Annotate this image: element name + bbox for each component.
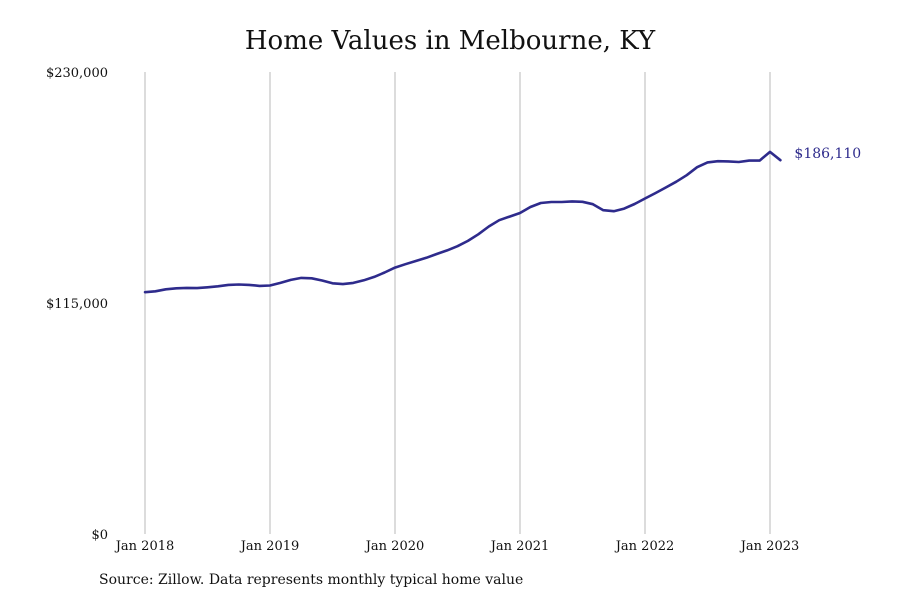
y-tick-label: $115,000 [46, 297, 108, 312]
source-note: Source: Zillow. Data represents monthly … [99, 572, 524, 588]
x-tick-label: Jan 2023 [739, 539, 800, 554]
chart-title: Home Values in Melbourne, KY [244, 26, 656, 56]
series-layer [143, 150, 782, 294]
data-labels: $186,110 [794, 146, 861, 162]
x-tick-label: Jan 2019 [239, 539, 300, 554]
x-tick-label: Jan 2018 [114, 539, 175, 554]
y-axis-tick-labels: $0 $115,000 $230,000 [46, 66, 108, 543]
y-tick-label: $0 [91, 528, 108, 543]
x-axis-tick-labels: Jan 2018 Jan 2019 Jan 2020 Jan 2021 Jan 2022… [114, 539, 800, 554]
y-tick-label: $230,000 [46, 66, 108, 81]
end-value-label: $186,110 [794, 146, 861, 162]
grid-lines [144, 72, 771, 534]
x-tick-label: Jan 2022 [614, 539, 675, 554]
x-tick-label: Jan 2021 [489, 539, 550, 554]
x-tick-label: Jan 2020 [364, 539, 425, 554]
series-line-0 [143, 150, 782, 294]
